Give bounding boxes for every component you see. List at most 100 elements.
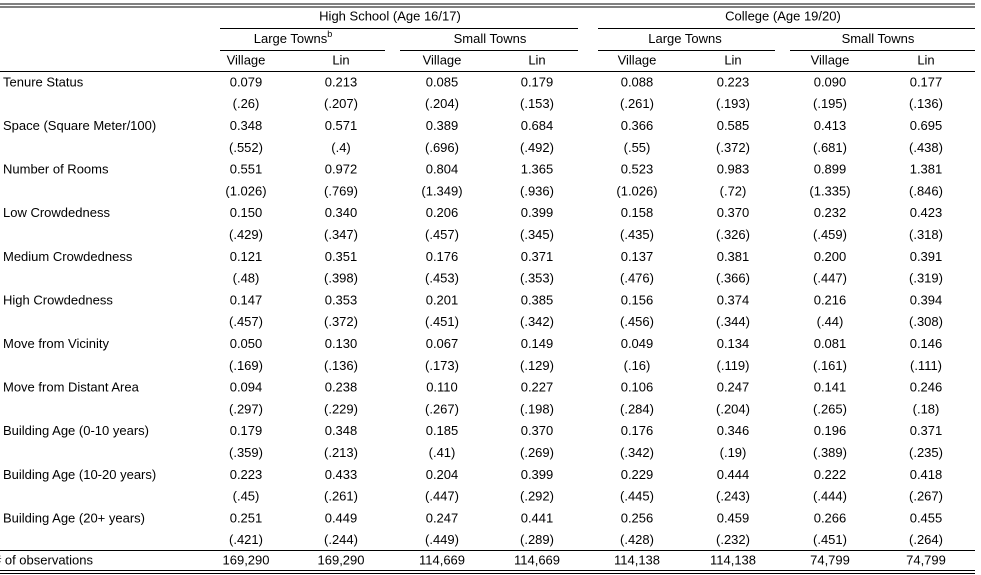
cell-se: (.435) bbox=[620, 227, 654, 242]
cell-value: 0.179 bbox=[521, 74, 554, 89]
cell-value: 0.585 bbox=[717, 118, 750, 133]
cell-se: (.267) bbox=[425, 401, 459, 416]
cell-value: 0.176 bbox=[426, 249, 459, 264]
cell-value: 0.385 bbox=[521, 292, 554, 307]
cell-se: (.936) bbox=[520, 183, 554, 198]
cell-value: 0.899 bbox=[814, 162, 847, 177]
column-header: Village bbox=[423, 52, 462, 67]
cell-value: 0.399 bbox=[521, 467, 554, 482]
cell-value: 0.444 bbox=[717, 467, 750, 482]
row-label: Building Age (10-20 years) bbox=[3, 467, 156, 482]
row-label: Space (Square Meter/100) bbox=[3, 118, 156, 133]
cell-se: (.45) bbox=[233, 489, 260, 504]
cell-value: 74,799 bbox=[810, 552, 850, 567]
cell-value: 0.256 bbox=[621, 510, 654, 525]
cell-se: (.451) bbox=[425, 314, 459, 329]
column-header: Lin bbox=[724, 52, 741, 67]
cell-se: (.264) bbox=[909, 532, 943, 547]
cell-se: (.269) bbox=[520, 445, 554, 460]
cell-value: 0.381 bbox=[717, 249, 750, 264]
cell-se: (.292) bbox=[520, 489, 554, 504]
cell-se: (.204) bbox=[716, 401, 750, 416]
cell-se: (.229) bbox=[324, 401, 358, 416]
cell-value: 0.121 bbox=[230, 249, 263, 264]
cell-se: (.476) bbox=[620, 271, 654, 286]
cell-se: (.326) bbox=[716, 227, 750, 242]
cell-value: 0.156 bbox=[621, 292, 654, 307]
cell-value: 0.149 bbox=[521, 336, 554, 351]
cell-value: 0.079 bbox=[230, 74, 263, 89]
row-label: Building Age (0-10 years) bbox=[3, 423, 149, 438]
cell-se: (.173) bbox=[425, 358, 459, 373]
cell-se: (.193) bbox=[716, 96, 750, 111]
cell-se: (.232) bbox=[716, 532, 750, 547]
cell-se: (.243) bbox=[716, 489, 750, 504]
cell-value: 0.049 bbox=[621, 336, 654, 351]
cell-se: (.459) bbox=[813, 227, 847, 242]
cell-se: (.696) bbox=[425, 140, 459, 155]
cell-se: (.204) bbox=[425, 96, 459, 111]
subgroup-label: Large Towns bbox=[648, 31, 722, 46]
cell-value: 0.441 bbox=[521, 510, 554, 525]
cell-se: (.451) bbox=[813, 532, 847, 547]
cell-value: 0.353 bbox=[325, 292, 358, 307]
subgroup-label: Small Towns bbox=[454, 31, 527, 46]
column-header: Lin bbox=[917, 52, 934, 67]
cell-se: (.428) bbox=[620, 532, 654, 547]
cell-value: 0.223 bbox=[230, 467, 263, 482]
cell-se: (.366) bbox=[716, 271, 750, 286]
cell-value: 0.348 bbox=[325, 423, 358, 438]
cell-se: (.353) bbox=[520, 271, 554, 286]
cell-value: 0.374 bbox=[717, 292, 750, 307]
cell-value: 0.371 bbox=[521, 249, 554, 264]
column-header: Village bbox=[227, 52, 266, 67]
cell-value: 0.423 bbox=[910, 205, 943, 220]
cell-se: (.161) bbox=[813, 358, 847, 373]
subgroup-label: Large Towns bbox=[254, 31, 328, 46]
cell-value: 0.351 bbox=[325, 249, 358, 264]
cell-value: 0.413 bbox=[814, 118, 847, 133]
cell-value: 0.090 bbox=[814, 74, 847, 89]
cell-se: (.308) bbox=[909, 314, 943, 329]
cell-value: 1.381 bbox=[910, 162, 943, 177]
cell-value: 0.346 bbox=[717, 423, 750, 438]
cell-value: 0.247 bbox=[717, 380, 750, 395]
cell-value: 0.196 bbox=[814, 423, 847, 438]
cell-value: 0.050 bbox=[230, 336, 263, 351]
cell-se: (.129) bbox=[520, 358, 554, 373]
cell-se: (.284) bbox=[620, 401, 654, 416]
cell-value: 0.983 bbox=[717, 162, 750, 177]
cell-se: (.769) bbox=[324, 183, 358, 198]
cell-value: 0.146 bbox=[910, 336, 943, 351]
cell-value: 169,290 bbox=[318, 552, 365, 567]
cell-value: 114,669 bbox=[419, 552, 465, 567]
cell-se: (.153) bbox=[520, 96, 554, 111]
cell-value: 0.391 bbox=[910, 249, 943, 264]
cell-value: 169,290 bbox=[223, 552, 270, 567]
cell-value: 0.684 bbox=[521, 118, 554, 133]
cell-value: 0.085 bbox=[426, 74, 459, 89]
cell-se: (.342) bbox=[520, 314, 554, 329]
cell-se: (.444) bbox=[813, 489, 847, 504]
cell-value: 0.227 bbox=[521, 380, 554, 395]
column-header: Village bbox=[811, 52, 850, 67]
cell-se: (.345) bbox=[520, 227, 554, 242]
cell-se: (.18) bbox=[913, 401, 940, 416]
cell-value: 0.389 bbox=[426, 118, 459, 133]
cell-value: 114,138 bbox=[614, 552, 660, 567]
cell-se: (1.026) bbox=[225, 183, 266, 198]
cell-se: (.19) bbox=[720, 445, 747, 460]
cell-value: 0.433 bbox=[325, 467, 358, 482]
cell-se: (.457) bbox=[425, 227, 459, 242]
cell-se: (.319) bbox=[909, 271, 943, 286]
cell-value: 0.804 bbox=[426, 162, 459, 177]
cell-value: 0.571 bbox=[325, 118, 358, 133]
cell-se: (.453) bbox=[425, 271, 459, 286]
cell-value: 0.223 bbox=[717, 74, 750, 89]
row-label: Building Age (20+ years) bbox=[3, 510, 145, 525]
cell-se: (.41) bbox=[429, 445, 456, 460]
cell-se: (.244) bbox=[324, 532, 358, 547]
row-label: Low Crowdedness bbox=[3, 205, 110, 220]
row-label: Tenure Status bbox=[3, 74, 84, 89]
row-label: Medium Crowdedness bbox=[3, 249, 133, 264]
